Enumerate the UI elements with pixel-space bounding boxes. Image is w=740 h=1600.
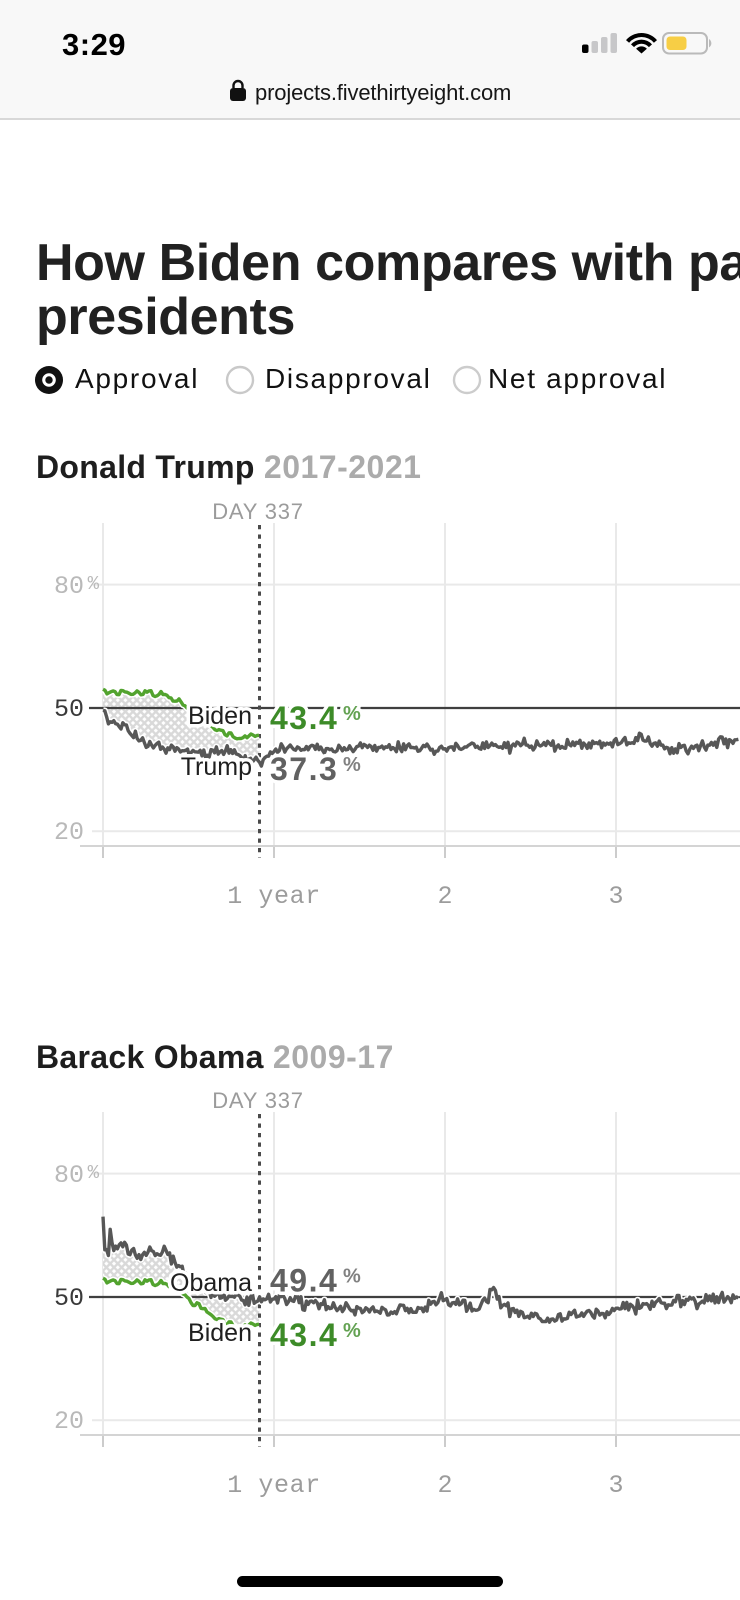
svg-text:%: % <box>88 573 100 595</box>
svg-text:20: 20 <box>54 818 84 847</box>
svg-text:43.4: 43.4 <box>270 700 338 736</box>
svg-text:%: % <box>88 1162 100 1184</box>
svg-text:%: % <box>343 703 361 725</box>
svg-text:%: % <box>343 1266 361 1288</box>
svg-text:%: % <box>343 1320 361 1342</box>
svg-text:%: % <box>343 754 361 776</box>
svg-text:50: 50 <box>54 695 84 724</box>
svg-text:49.4: 49.4 <box>270 1263 338 1299</box>
svg-text:43.4: 43.4 <box>270 1317 338 1353</box>
svg-text:37.3: 37.3 <box>270 751 338 787</box>
svg-text:DAY 337: DAY 337 <box>212 1088 304 1113</box>
svg-text:20: 20 <box>54 1407 84 1436</box>
svg-text:3: 3 <box>608 882 623 911</box>
svg-text:Biden: Biden <box>188 1319 252 1347</box>
svg-text:2: 2 <box>437 882 452 911</box>
svg-text:2: 2 <box>437 1471 452 1500</box>
svg-text:3: 3 <box>608 1471 623 1500</box>
svg-text:80: 80 <box>54 1161 84 1190</box>
svg-text:Biden: Biden <box>188 702 252 730</box>
svg-text:1 year: 1 year <box>227 1471 321 1500</box>
svg-text:Trump: Trump <box>181 753 252 781</box>
svg-text:DAY 337: DAY 337 <box>212 499 304 524</box>
svg-text:80: 80 <box>54 572 84 601</box>
svg-text:50: 50 <box>54 1284 84 1313</box>
svg-text:1 year: 1 year <box>227 882 321 911</box>
svg-text:Obama: Obama <box>170 1269 252 1297</box>
